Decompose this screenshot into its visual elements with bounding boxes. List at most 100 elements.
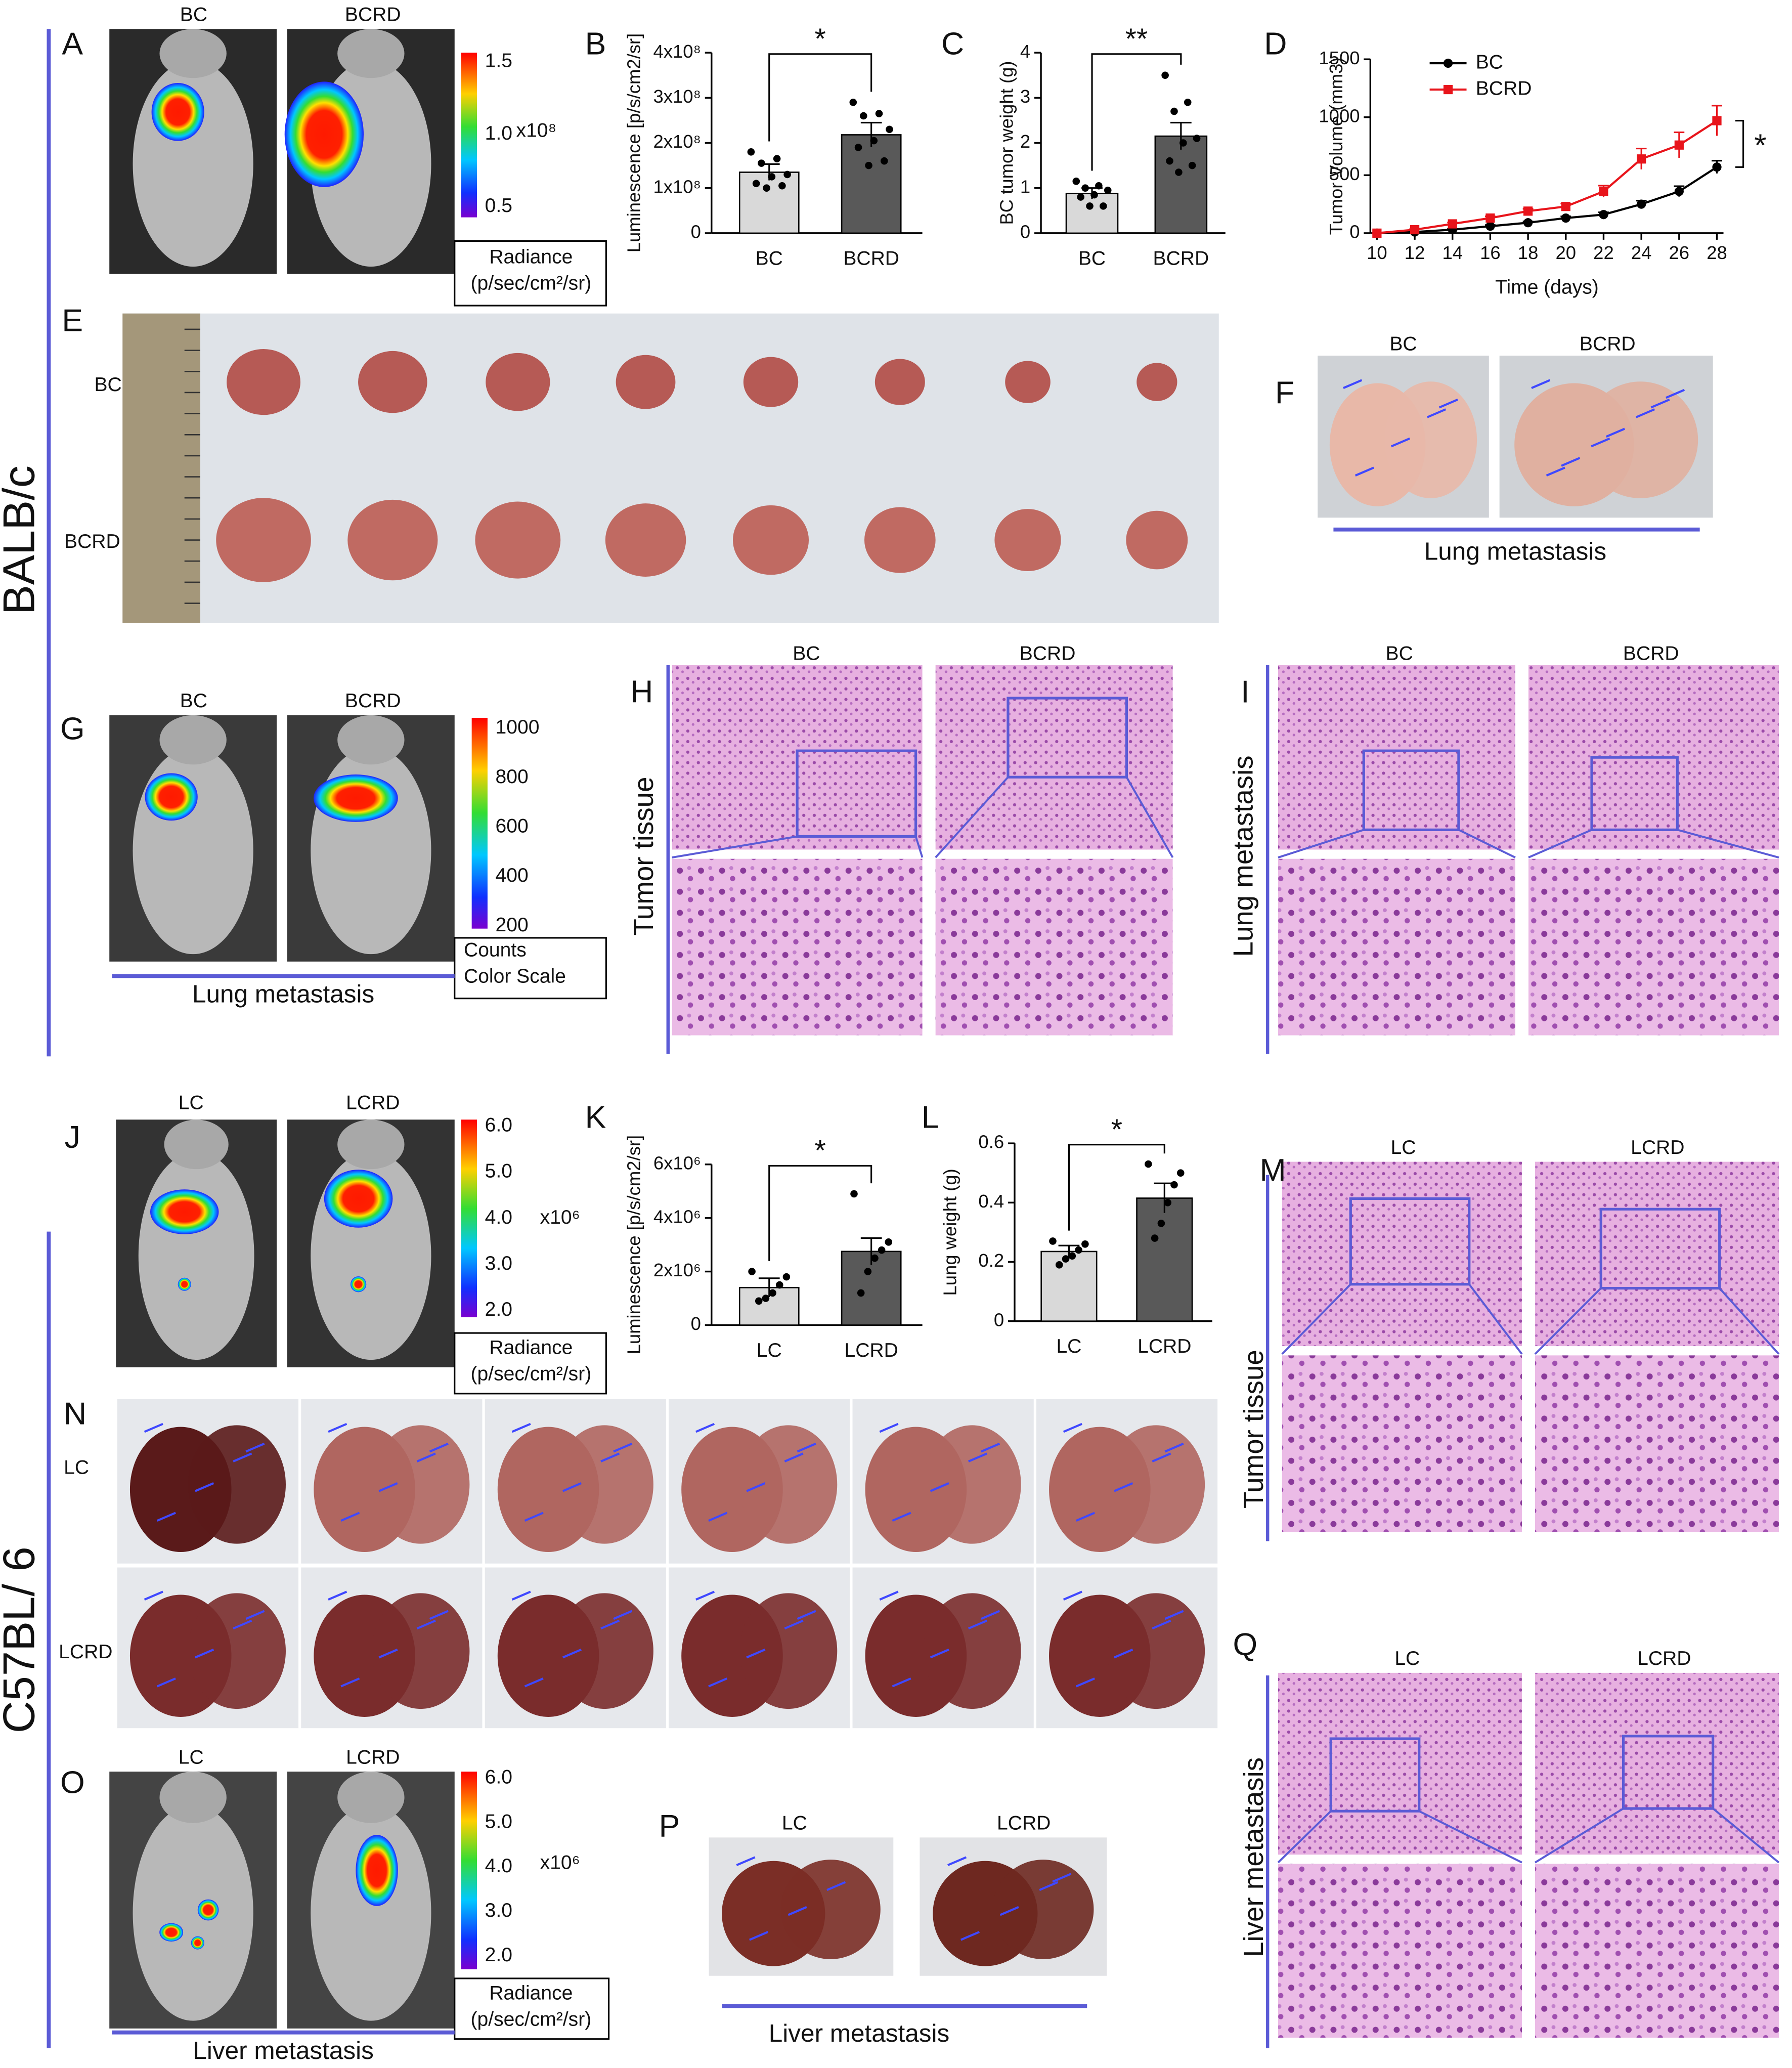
significance: *	[815, 1134, 826, 1167]
arrow	[788, 1906, 807, 1916]
row-label: BCRD	[64, 531, 120, 552]
arrow	[981, 1442, 1000, 1453]
data-point	[1166, 157, 1173, 165]
x-tick-label: 16	[1480, 242, 1501, 263]
colorbar-tick: 2.0	[485, 1299, 512, 1320]
data-point	[1095, 182, 1103, 190]
zoom-line	[1528, 829, 1592, 858]
arrow	[695, 1590, 715, 1601]
organ	[1107, 1425, 1205, 1544]
colorbar-tick: 6.0	[485, 1114, 512, 1136]
row-label: LCRD	[59, 1641, 112, 1663]
data-point	[1145, 1160, 1152, 1168]
colorbar-caption: (p/sec/cm²/sr)	[471, 2009, 592, 2031]
marker	[1637, 199, 1646, 209]
mouse-body	[133, 747, 253, 955]
tumor	[994, 509, 1061, 572]
arrow	[144, 1423, 163, 1433]
caption-box	[454, 1332, 607, 1395]
data-point	[1081, 184, 1089, 192]
arrow	[968, 1619, 988, 1630]
colorbar-multiplier: x10⁶	[540, 1852, 580, 1874]
histology	[935, 665, 1173, 850]
zoom-box	[796, 749, 917, 838]
significance-bracket	[1735, 120, 1744, 168]
data-point	[1090, 191, 1098, 199]
arrow	[1427, 408, 1447, 418]
signal	[178, 1277, 191, 1291]
marker	[1712, 162, 1722, 172]
organ	[780, 1860, 881, 1959]
arrow	[708, 1677, 728, 1688]
colorbar-tick: 4.0	[485, 1855, 512, 1877]
data-point	[1068, 1252, 1076, 1260]
x-tick-label: LCRD	[1138, 1335, 1191, 1357]
y-tick-label: 2	[1020, 131, 1030, 152]
colorbar-multiplier: x10⁸	[516, 120, 556, 142]
x-tick-label: 26	[1669, 242, 1690, 263]
x-tick-label: BCRD	[843, 247, 899, 269]
image-label: BCRD	[1623, 642, 1679, 664]
organ	[923, 1425, 1021, 1544]
organ	[739, 1593, 838, 1709]
arrow	[429, 1442, 449, 1453]
colorbar-caption: Radiance	[489, 246, 573, 268]
significance: *	[1111, 1113, 1122, 1146]
arrow	[233, 1452, 252, 1462]
y-tick-label: 1500	[1319, 48, 1360, 68]
tumor	[1126, 510, 1188, 570]
data-point	[1100, 202, 1107, 210]
data-point	[1176, 1169, 1185, 1177]
tumor	[875, 359, 925, 405]
arrow	[749, 1931, 769, 1941]
x-tick-label: 14	[1442, 242, 1463, 263]
marker	[1599, 210, 1608, 220]
y-tick-label: 1	[1020, 176, 1030, 197]
x-tick-label: LC	[757, 1340, 782, 1361]
data-point	[871, 1254, 879, 1262]
tumor	[1005, 361, 1051, 403]
y-tick-label: 3	[1020, 86, 1030, 107]
tumor	[616, 355, 676, 409]
data-point	[865, 161, 872, 169]
signal	[284, 81, 364, 187]
panel-letter: O	[60, 1765, 85, 1800]
y-tick-label: 1000	[1319, 105, 1360, 126]
color-bar	[471, 718, 488, 929]
caption-box	[454, 1977, 610, 2040]
bar	[738, 171, 800, 234]
y-tick-label: 1x10⁸	[653, 176, 701, 197]
colorbar-caption: Radiance	[489, 1337, 573, 1359]
arrow	[562, 1648, 582, 1659]
arrow	[947, 1856, 967, 1866]
arrow	[784, 1452, 804, 1462]
arrow	[930, 1482, 949, 1492]
organ	[923, 1593, 1021, 1709]
tumor	[486, 353, 550, 411]
image-label: LCRD	[346, 1746, 400, 1768]
image-label: LCRD	[346, 1092, 400, 1113]
marker	[1523, 206, 1533, 216]
arrow	[416, 1619, 436, 1630]
panel-letter: Q	[1233, 1626, 1258, 1662]
mouse-head	[337, 715, 405, 765]
arrow	[1114, 1648, 1133, 1659]
tumor	[216, 498, 311, 582]
colorbar-caption: Color Scale	[464, 965, 566, 987]
x-tick-label: LCRD	[844, 1340, 898, 1361]
colorbar-tick: 5.0	[485, 1811, 512, 1832]
arrow	[1561, 457, 1581, 467]
arrow	[1164, 1442, 1184, 1453]
x-axis-label: Time (days)	[1495, 277, 1599, 298]
colorbar-caption: Counts	[464, 939, 527, 961]
y-tick-label: 0	[691, 1313, 701, 1334]
arrow	[511, 1423, 531, 1433]
x-tick-label: BCRD	[1153, 247, 1209, 269]
y-axis-label: Tumor Volume (mm3)	[1326, 58, 1346, 235]
colorbar-tick: 1000	[496, 716, 540, 738]
signal	[191, 1936, 204, 1950]
arrow	[1063, 1423, 1082, 1433]
image-label: BC	[180, 4, 207, 26]
